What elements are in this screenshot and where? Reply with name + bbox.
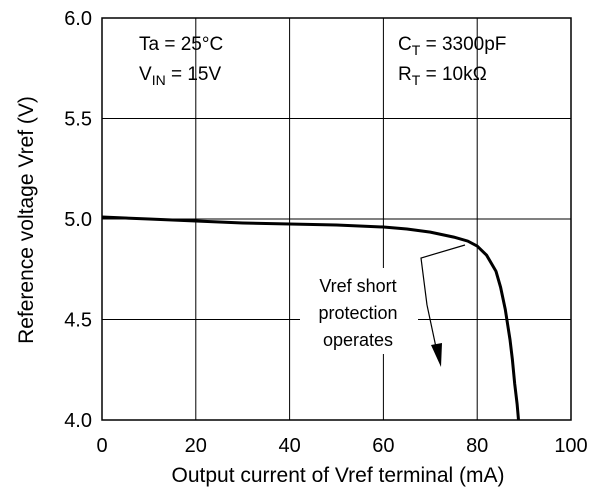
y-tick-label: 5.0 [64, 209, 92, 231]
annotation-leader-line [420, 244, 466, 306]
x-tick-label: 20 [185, 435, 207, 457]
condition-ta: Ta = 25°C [139, 34, 223, 55]
condition-vin: VIN = 15V [139, 64, 221, 88]
annotation-line-2: protection [318, 303, 397, 323]
y-tick-label: 4.5 [64, 310, 92, 332]
x-tick-label: 40 [278, 435, 300, 457]
x-tick-label: 80 [466, 435, 488, 457]
condition-ct: CT = 3300pF [398, 34, 506, 58]
annotation-line-1: Vref short [319, 276, 396, 296]
y-tick-label: 5.5 [64, 109, 92, 131]
x-tick-label: 0 [96, 435, 107, 457]
x-tick-label: 60 [372, 435, 394, 457]
plot-frame [101, 17, 572, 421]
annotation-arrow-head [431, 343, 442, 367]
x-axis-title: Output current of Vref terminal (mA) [172, 464, 505, 487]
y-tick-labels: 4.0 4.5 5.0 5.5 6.0 [64, 8, 92, 432]
y-tick-label: 4.0 [64, 410, 92, 432]
condition-rt: RT = 10kΩ [398, 64, 487, 88]
annotation-background [300, 268, 418, 354]
annotation-arrow-shaft [426, 304, 438, 353]
annotation-line-3: operates [323, 330, 393, 350]
y-tick-label: 6.0 [64, 8, 92, 30]
y-axis-title: Reference voltage Vref (V) [15, 96, 38, 344]
x-tick-labels: 0 20 40 60 80 100 [96, 435, 587, 457]
series-line [101, 215, 520, 421]
x-tick-label: 100 [554, 435, 587, 457]
